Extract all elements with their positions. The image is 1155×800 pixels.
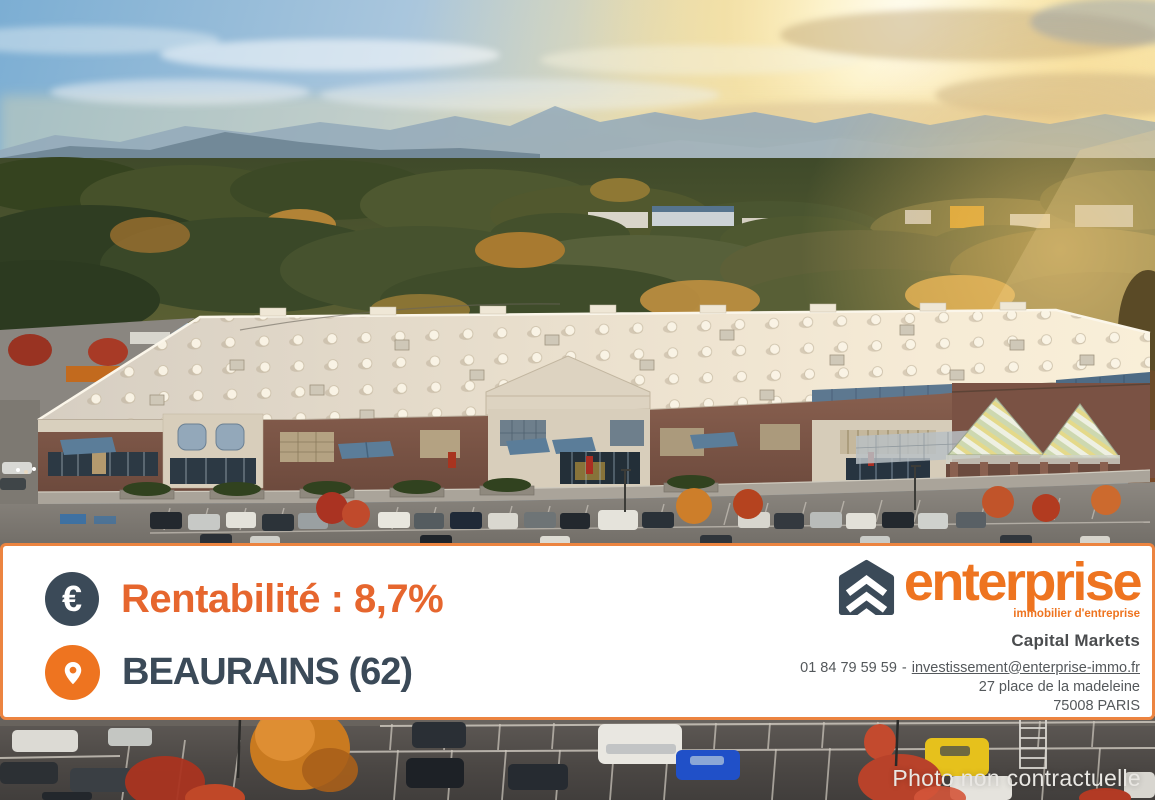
- contact-email-link[interactable]: investissement@enterprise-immo.fr: [911, 659, 1140, 676]
- contact-line: 01 84 79 59 59 - investissement@enterpri…: [800, 660, 1140, 676]
- chevron-building-logo-icon: [838, 559, 895, 616]
- brand-logo: enterprise immobilier d'entreprise: [800, 552, 1143, 620]
- address-street: 27 place de la madeleine: [978, 678, 1140, 695]
- foreground-cars: [0, 722, 1155, 800]
- foreground-parking: [0, 706, 1155, 800]
- euro-glyph: €: [61, 578, 83, 619]
- brand-tagline: immobilier d'entreprise: [1013, 607, 1140, 620]
- brand-wordmark: enterprise: [903, 552, 1143, 612]
- location-row: BEAURAINS (62): [45, 645, 413, 700]
- info-banner: € Rentabilité : 8,7% BEAURAINS (62) ente…: [0, 543, 1155, 720]
- yield-value: Rentabilité : 8,7%: [121, 576, 444, 621]
- photo-disclaimer: Photo non contractuelle: [892, 765, 1141, 791]
- address-city: 75008 PARIS: [1053, 697, 1140, 714]
- rear-lot: [0, 318, 195, 510]
- foreground-trees: [125, 706, 1131, 800]
- upper-parking: [0, 462, 1155, 548]
- contact-separator: -: [901, 659, 907, 676]
- brand-block: enterprise immobilier d'entreprise Capit…: [800, 552, 1143, 714]
- hvac-units: [149, 324, 1095, 421]
- location-value: BEAURAINS (62): [122, 651, 413, 693]
- logo-text: enterprise immobilier d'entreprise: [903, 552, 1143, 620]
- store-building: [37, 301, 1155, 492]
- contact-phone: 01 84 79 59 59: [800, 659, 897, 676]
- map-pin-icon: [45, 645, 100, 700]
- light-poles: [621, 465, 921, 512]
- autumn-trees: [316, 485, 1121, 528]
- forest: [0, 0, 1155, 510]
- division-label: Capital Markets: [1011, 630, 1140, 650]
- euro-icon: €: [45, 572, 99, 626]
- yield-row: € Rentabilité : 8,7%: [45, 572, 444, 626]
